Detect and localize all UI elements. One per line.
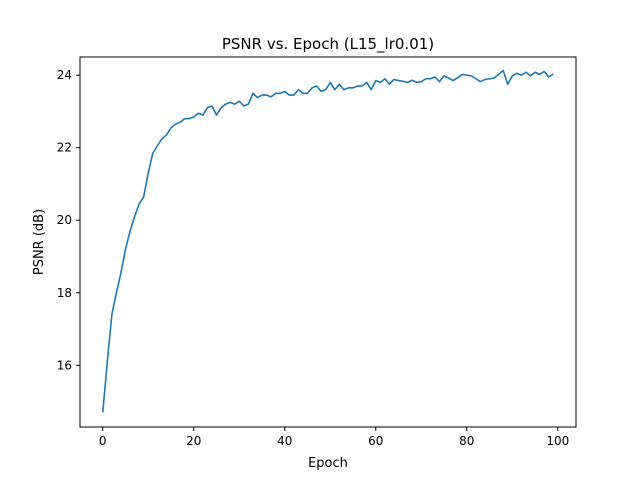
y-tick-label: 22 [57, 141, 72, 155]
y-tick-label: 24 [57, 68, 72, 82]
x-tick-label: 100 [546, 434, 569, 448]
y-tick-label: 18 [57, 286, 72, 300]
y-tick-label: 16 [57, 358, 72, 372]
y-axis-label: PSNR (dB) [32, 209, 47, 275]
plot-frame [79, 56, 577, 428]
x-axis-ticks: 0 20 40 60 80 100 [99, 427, 569, 448]
y-axis-ticks: 16 18 20 22 24 [57, 68, 80, 372]
plot-area [79, 56, 577, 428]
x-tick-label: 0 [99, 434, 107, 448]
chart-title: PSNR vs. Epoch (L15_lr0.01) [222, 35, 434, 54]
psnr-series-line [101, 69, 554, 413]
x-tick-label: 60 [368, 434, 383, 448]
x-tick-label: 40 [277, 434, 292, 448]
x-tick-label: 20 [186, 434, 201, 448]
y-tick-label: 20 [57, 213, 72, 227]
x-tick-label: 80 [459, 434, 474, 448]
x-axis-label: Epoch [308, 456, 348, 471]
